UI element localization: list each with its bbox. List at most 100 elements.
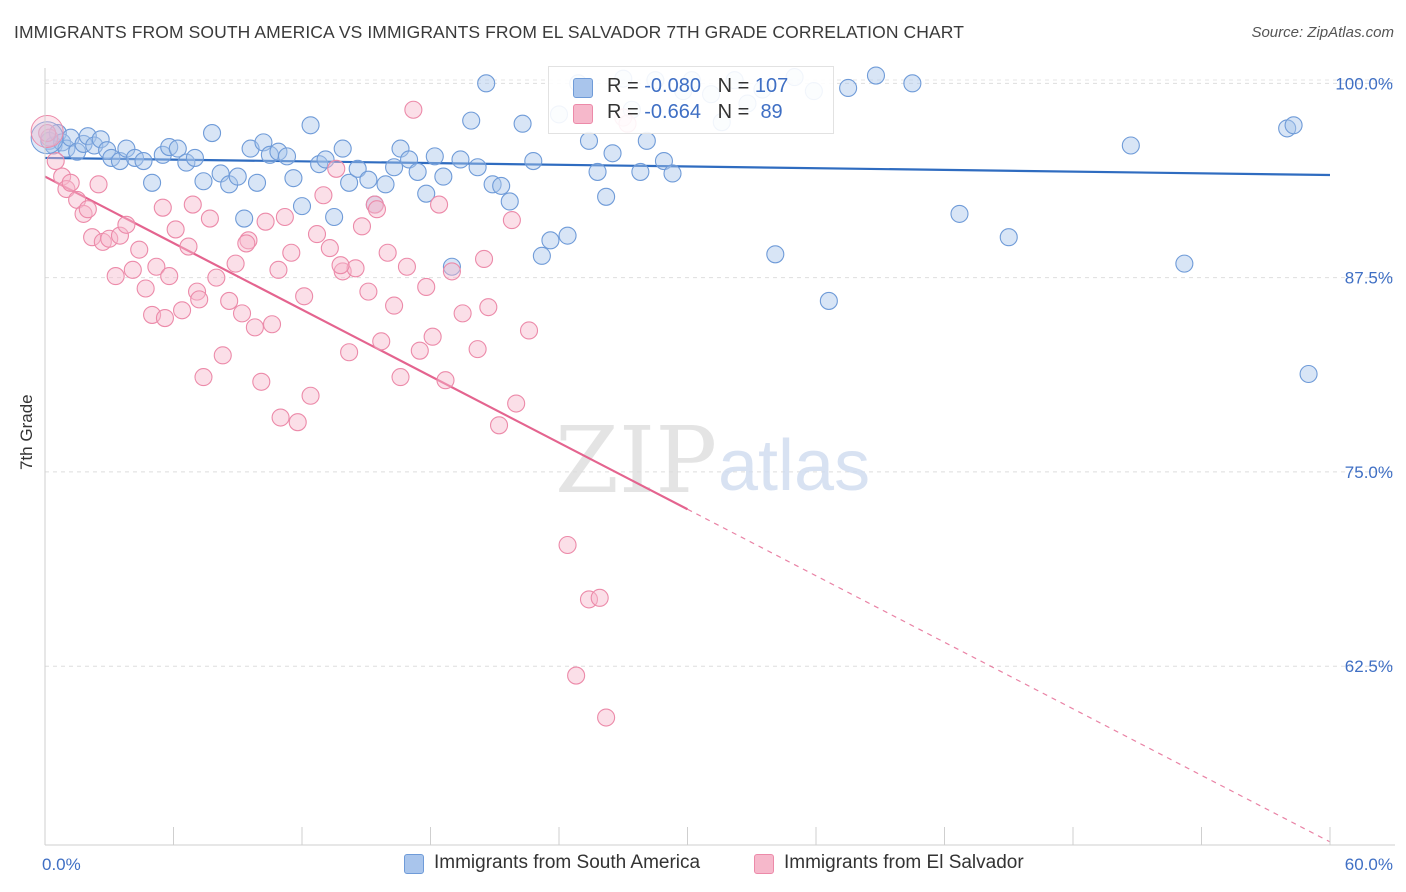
point-south-america — [340, 173, 359, 192]
point-el-salvador — [117, 215, 136, 234]
point-south-america — [541, 231, 560, 250]
point-el-salvador — [190, 290, 209, 309]
point-south-america — [603, 144, 622, 163]
point-el-salvador — [213, 346, 232, 365]
point-el-salvador — [301, 386, 320, 405]
point-south-america — [168, 139, 187, 158]
point-south-america — [631, 162, 650, 181]
point-south-america — [462, 111, 481, 130]
point-el-salvador — [110, 226, 130, 245]
point-south-america — [1121, 136, 1140, 155]
point-el-salvador — [327, 159, 346, 178]
r-value-south-america: -0.080 — [644, 75, 701, 97]
point-el-salvador — [397, 257, 416, 276]
point-el-salvador — [331, 256, 350, 275]
point-south-america — [468, 158, 487, 177]
point-el-salvador — [220, 291, 239, 310]
point-el-salvador — [232, 304, 252, 323]
point-south-america — [408, 162, 427, 181]
point-el-salvador — [307, 225, 327, 244]
point-south-america — [866, 66, 886, 85]
point-el-salvador — [385, 296, 404, 315]
point-el-salvador — [320, 239, 339, 258]
point-el-salvador — [252, 372, 271, 391]
point-el-salvador — [590, 588, 609, 607]
point-el-salvador — [183, 195, 202, 214]
point-south-america — [417, 184, 436, 203]
point-south-america — [524, 151, 543, 171]
y-tick-label: 87.5% — [1345, 269, 1393, 288]
point-south-america — [766, 245, 785, 264]
point-el-salvador — [597, 708, 616, 727]
point-el-salvador — [391, 368, 410, 387]
point-south-america — [434, 167, 453, 186]
point-south-america — [194, 172, 213, 191]
point-south-america — [333, 139, 352, 158]
point-el-salvador — [365, 195, 384, 214]
y-tick-label: 75.0% — [1345, 463, 1393, 482]
point-south-america — [663, 164, 682, 183]
point-south-america — [588, 162, 607, 181]
point-south-america — [425, 147, 444, 166]
point-el-salvador — [378, 243, 397, 262]
x-tick-label: 0.0% — [42, 855, 81, 874]
trendline-el-salvador — [44, 175, 689, 511]
n-value-el-salvador: 89 — [760, 101, 783, 123]
point-south-america — [91, 130, 110, 149]
point-south-america — [325, 207, 344, 227]
point-el-salvador — [200, 209, 219, 228]
point-el-salvador — [130, 240, 149, 259]
point-south-america — [247, 173, 267, 192]
point-south-america — [839, 78, 858, 98]
point-el-salvador — [245, 318, 264, 337]
point-el-salvador — [442, 262, 461, 281]
point-el-salvador — [507, 394, 526, 413]
point-south-america — [284, 169, 303, 188]
point-south-america — [203, 124, 222, 143]
point-el-salvador — [61, 173, 80, 192]
point-south-america — [292, 197, 312, 216]
point-south-america — [269, 142, 288, 161]
point-el-salvador — [207, 268, 226, 287]
point-el-salvador — [147, 257, 166, 276]
point-south-america — [134, 151, 153, 171]
point-el-salvador — [367, 200, 387, 219]
bottom-legend-label-el-salvador: Immigrants from El Salvador — [784, 852, 1024, 873]
point-el-salvador — [89, 175, 108, 194]
point-south-america — [500, 192, 519, 211]
point-el-salvador — [136, 279, 155, 298]
point-el-salvador — [78, 200, 97, 219]
point-south-america — [513, 114, 532, 133]
x-tick-label: 60.0% — [1345, 855, 1393, 874]
point-el-salvador — [153, 198, 172, 217]
chart-title: IMMIGRANTS FROM SOUTH AMERICA VS IMMIGRA… — [14, 22, 965, 42]
point-south-america — [477, 74, 496, 93]
point-el-salvador — [160, 267, 179, 286]
bottom-legend-label-south-america: Immigrants from South America — [434, 852, 701, 873]
point-south-america — [277, 147, 297, 166]
point-el-salvador — [239, 231, 258, 250]
point-el-salvador — [269, 260, 288, 279]
point-el-salvador — [288, 413, 307, 432]
point-el-salvador — [237, 234, 256, 253]
point-el-salvador — [226, 254, 245, 273]
point-south-america — [1175, 254, 1194, 273]
point-el-salvador — [453, 304, 472, 323]
stats-legend: R = -0.080 N = 107 R = -0.664 N = 89 — [548, 66, 834, 134]
point-el-salvador — [519, 321, 539, 340]
point-el-salvador — [38, 124, 57, 143]
point-south-america — [143, 173, 162, 192]
watermark-atlas: atlas — [718, 426, 870, 506]
point-el-salvador — [410, 341, 429, 360]
point-south-america — [310, 155, 329, 174]
point-el-salvador — [271, 408, 290, 427]
n-value-south-america: 107 — [754, 75, 789, 97]
point-el-salvador — [359, 282, 378, 301]
source-label: Source: ZipAtlas.com — [1251, 24, 1394, 41]
point-south-america — [376, 175, 395, 194]
point-south-america — [1299, 364, 1318, 384]
point-el-salvador — [404, 100, 423, 119]
point-south-america — [385, 158, 404, 177]
point-south-america — [228, 167, 247, 186]
point-south-america — [903, 74, 922, 93]
